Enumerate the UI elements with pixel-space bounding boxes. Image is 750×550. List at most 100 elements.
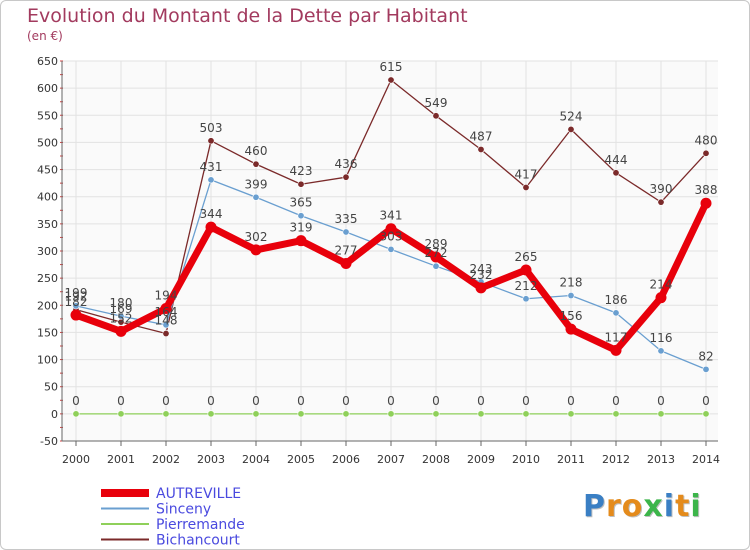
- data-label: 365: [290, 196, 313, 210]
- data-point: [162, 330, 170, 338]
- y-tick-label: 600: [37, 82, 58, 95]
- data-label: 214: [650, 278, 673, 292]
- y-tick-label: 250: [37, 272, 58, 285]
- data-label: 0: [612, 394, 620, 408]
- data-point: [657, 347, 665, 355]
- data-point: [657, 198, 665, 206]
- data-label: 212: [515, 279, 538, 293]
- data-label: 399: [245, 177, 268, 191]
- data-label: 218: [560, 276, 583, 290]
- data-label: 303: [380, 229, 403, 243]
- data-point: [655, 292, 667, 304]
- data-label: 289: [425, 237, 448, 251]
- data-point: [432, 112, 440, 120]
- data-point: [522, 183, 530, 191]
- data-point: [702, 149, 710, 157]
- data-label: 169: [110, 302, 133, 316]
- data-point: [117, 312, 125, 320]
- data-label: 319: [290, 221, 313, 235]
- legend-label: Sinceny: [156, 502, 211, 518]
- logo-letter: i: [690, 489, 702, 524]
- data-label: 0: [207, 394, 215, 408]
- data-label: 0: [387, 394, 395, 408]
- data-point: [297, 212, 305, 220]
- y-tick-label: 550: [37, 109, 58, 122]
- data-point: [430, 251, 442, 263]
- data-label: 156: [560, 309, 583, 323]
- y-tick-label: 200: [37, 299, 58, 312]
- logo-letter: i: [663, 489, 676, 524]
- data-point: [612, 169, 620, 177]
- data-label: 444: [605, 153, 628, 167]
- logo-letter: x: [643, 489, 664, 524]
- data-label: 180: [110, 296, 133, 310]
- data-point: [252, 160, 260, 168]
- data-point: [250, 244, 262, 256]
- y-tick-label: 150: [37, 326, 58, 339]
- data-point: [477, 410, 485, 418]
- data-label: 615: [380, 60, 403, 74]
- logo-letter: t: [675, 489, 691, 524]
- data-label: 164: [155, 305, 178, 319]
- data-point: [162, 410, 170, 418]
- data-label: 302: [245, 230, 268, 244]
- data-point: [387, 410, 395, 418]
- data-label: 0: [252, 394, 260, 408]
- data-point: [342, 173, 350, 181]
- data-point: [205, 221, 217, 233]
- chart-title: Evolution du Montant de la Dette par Hab…: [27, 5, 468, 27]
- data-label: 423: [290, 164, 313, 178]
- data-point: [72, 410, 80, 418]
- data-label: 341: [380, 209, 403, 223]
- data-label: 0: [567, 394, 575, 408]
- data-point: [207, 176, 215, 184]
- data-label: 192: [65, 290, 88, 304]
- x-tick-label: 2000: [62, 453, 90, 466]
- data-label: 431: [200, 160, 223, 174]
- data-point: [567, 125, 575, 133]
- data-point: [475, 282, 487, 294]
- data-label: 182: [65, 295, 88, 309]
- data-point: [252, 410, 260, 418]
- data-label: 277: [335, 243, 358, 257]
- logo-letter: r: [606, 489, 622, 524]
- data-point: [72, 302, 80, 310]
- data-label: 487: [470, 129, 493, 143]
- data-point: [702, 365, 710, 373]
- data-label: 0: [72, 394, 80, 408]
- data-label: 272: [425, 246, 448, 260]
- data-label: 0: [432, 394, 440, 408]
- data-point: [70, 309, 82, 321]
- logo-letter: o: [621, 489, 644, 524]
- legend-label: AUTREVILLE: [156, 486, 241, 502]
- data-point: [657, 410, 665, 418]
- x-tick-label: 2002: [152, 453, 180, 466]
- data-label: 116: [650, 331, 673, 345]
- data-label: 265: [515, 250, 538, 264]
- data-label: 117: [605, 330, 628, 344]
- y-tick-label: 350: [37, 218, 58, 231]
- data-point: [340, 257, 352, 269]
- data-point: [520, 264, 532, 276]
- data-point: [342, 410, 350, 418]
- data-label: 524: [560, 109, 583, 123]
- data-point: [612, 309, 620, 317]
- data-point: [117, 410, 125, 418]
- data-label: 232: [470, 268, 493, 282]
- data-label: 344: [200, 207, 223, 221]
- data-point: [565, 323, 577, 335]
- data-label: 186: [605, 293, 628, 307]
- data-label: 199: [65, 286, 88, 300]
- data-point: [612, 410, 620, 418]
- data-point: [162, 321, 170, 329]
- x-tick-label: 2009: [467, 453, 495, 466]
- data-point: [385, 223, 397, 235]
- data-point: [567, 410, 575, 418]
- data-label: 460: [245, 144, 268, 158]
- data-point: [567, 292, 575, 300]
- y-tick-label: 500: [37, 136, 58, 149]
- data-label: 194: [155, 289, 178, 303]
- y-tick-label: 300: [37, 245, 58, 258]
- data-label: 549: [425, 96, 448, 110]
